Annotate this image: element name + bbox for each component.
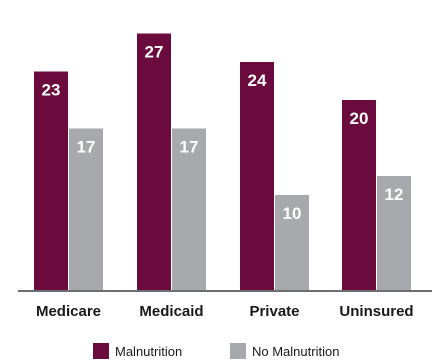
data-label: 24 — [248, 71, 267, 90]
category-label: Private — [249, 303, 299, 320]
data-label: 20 — [350, 109, 369, 128]
data-label: 10 — [283, 204, 302, 223]
bar-medicaid-no-malnutrition — [172, 128, 206, 290]
bar-medicaid-malnutrition — [137, 33, 171, 290]
legend-label: No Malnutrition — [252, 344, 339, 359]
category-label: Medicaid — [139, 303, 203, 320]
category-label: Uninsured — [339, 303, 413, 320]
data-label: 12 — [385, 185, 404, 204]
bars-group: 23 17 27 17 24 10 20 12 — [34, 33, 411, 290]
bar-medicare-no-malnutrition — [69, 128, 103, 290]
bar-uninsured-no-malnutrition — [377, 176, 411, 290]
data-label: 17 — [77, 138, 96, 157]
bar-private-malnutrition — [240, 62, 274, 290]
data-label: 17 — [180, 138, 199, 157]
legend-swatch — [230, 343, 246, 359]
bar-uninsured-malnutrition — [342, 100, 376, 290]
bar-private-no-malnutrition — [275, 195, 309, 290]
bar-medicare-malnutrition — [34, 71, 68, 290]
legend: Malnutrition No Malnutrition — [93, 343, 339, 359]
data-label: 27 — [145, 43, 164, 62]
legend-label: Malnutrition — [115, 344, 182, 359]
legend-swatch — [93, 343, 109, 359]
data-label: 23 — [42, 81, 61, 100]
category-label: Medicare — [36, 303, 101, 320]
category-labels: Medicare Medicaid Private Uninsured — [36, 303, 414, 320]
